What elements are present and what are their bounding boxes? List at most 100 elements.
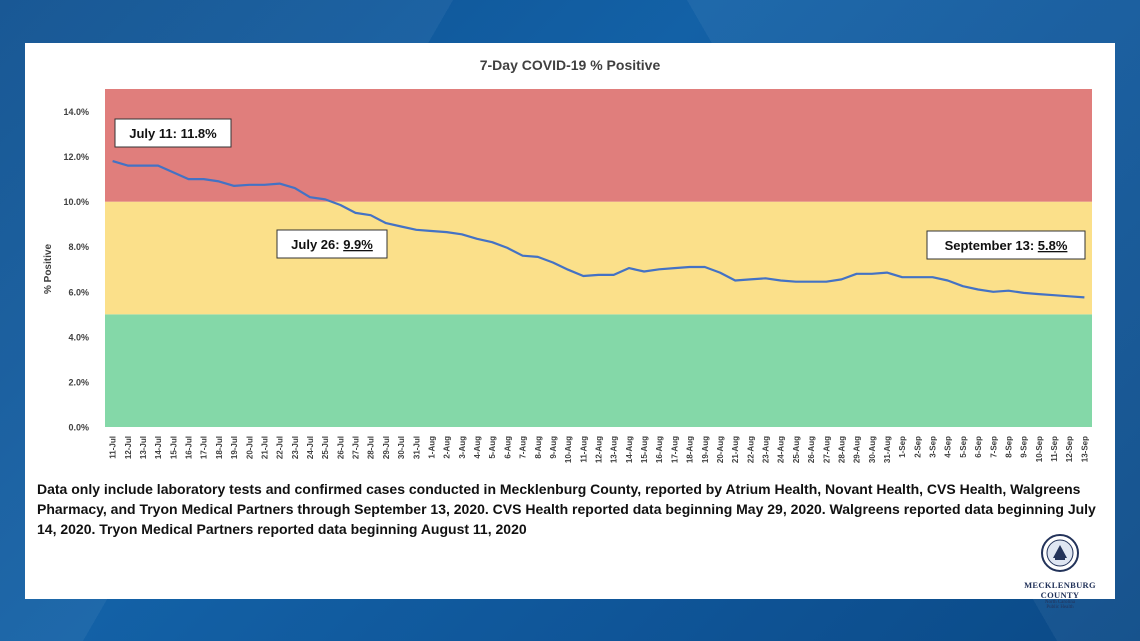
x-tick-label: 7-Sep xyxy=(989,436,998,458)
x-tick-label: 8-Aug xyxy=(534,436,543,459)
x-tick-label: 23-Jul xyxy=(291,436,300,459)
annotation-value: 5.8% xyxy=(1038,238,1068,253)
y-tick-label: 14.0% xyxy=(63,107,89,117)
x-tick-label: 11-Aug xyxy=(579,436,588,463)
annotation-frame xyxy=(114,118,232,148)
x-tick-label: 20-Aug xyxy=(716,436,725,463)
x-tick-label: 17-Jul xyxy=(200,436,209,459)
x-tick-label: 12-Jul xyxy=(124,436,133,459)
x-tick-label: 21-Aug xyxy=(731,436,740,463)
x-tick-label: 3-Aug xyxy=(458,436,467,459)
annotation-box: September 13: 5.8% xyxy=(926,230,1086,260)
y-tick-label: 6.0% xyxy=(68,287,89,297)
x-tick-label: 13-Sep xyxy=(1080,436,1089,462)
chart-title: 7-Day COVID-19 % Positive xyxy=(480,57,661,73)
annotation-date: July 26: xyxy=(291,237,343,252)
logo-name: MECKLENBURG COUNTY xyxy=(1024,580,1096,600)
x-tick-label: 31-Aug xyxy=(883,436,892,463)
y-tick-label: 10.0% xyxy=(63,197,89,207)
x-tick-label: 3-Sep xyxy=(929,436,938,458)
annotation-label: July 26: 9.9% xyxy=(291,237,373,252)
x-tick-label: 18-Jul xyxy=(215,436,224,459)
x-tick-label: 16-Jul xyxy=(185,436,194,459)
x-tick-label: 5-Aug xyxy=(488,436,497,459)
x-tick-label: 22-Jul xyxy=(276,436,285,459)
x-tick-label: 11-Jul xyxy=(109,436,118,459)
band-0 xyxy=(105,314,1092,427)
x-tick-label: 26-Aug xyxy=(807,436,816,463)
x-tick-label: 9-Aug xyxy=(549,436,558,459)
x-tick-label: 8-Sep xyxy=(1004,436,1013,458)
y-tick-label: 12.0% xyxy=(63,152,89,162)
x-tick-label: 13-Aug xyxy=(610,436,619,463)
x-tick-label: 6-Aug xyxy=(503,436,512,459)
x-tick-label: 21-Jul xyxy=(260,436,269,459)
y-axis-label: % Positive xyxy=(43,244,54,294)
x-tick-label: 12-Aug xyxy=(595,436,604,463)
x-tick-label: 15-Aug xyxy=(640,436,649,463)
x-tick-label: 10-Aug xyxy=(564,436,573,463)
x-tick-label: 26-Jul xyxy=(336,436,345,459)
annotation-label: September 13: 5.8% xyxy=(945,238,1068,253)
annotation-frame xyxy=(276,229,388,259)
x-tick-label: 23-Aug xyxy=(762,436,771,463)
x-tick-label: 1-Aug xyxy=(427,436,436,459)
y-tick-label: 8.0% xyxy=(68,242,89,252)
footnote: Data only include laboratory tests and c… xyxy=(37,481,1096,537)
annotation-frame xyxy=(926,230,1086,260)
line-chart: 7-Day COVID-19 % Positive % Positive 0.0… xyxy=(43,57,1092,463)
x-tick-label: 14-Jul xyxy=(154,436,163,459)
annotation-box: July 26: 9.9% xyxy=(276,229,388,259)
x-tick-label: 6-Sep xyxy=(974,436,983,458)
x-tick-label: 7-Aug xyxy=(519,436,528,459)
x-tick-label: 14-Aug xyxy=(625,436,634,463)
x-tick-label: 16-Aug xyxy=(655,436,664,463)
annotation-value: 11.8% xyxy=(181,126,218,141)
x-tick-label: 29-Jul xyxy=(382,436,391,459)
series-line xyxy=(112,160,1085,299)
x-tick-label: 13-Jul xyxy=(139,436,148,459)
x-tick-label: 11-Sep xyxy=(1050,436,1059,462)
county-logo: MECKLENBURG COUNTY North Carolina Public… xyxy=(1015,533,1105,610)
annotation-date: September 13: xyxy=(945,238,1038,253)
x-tick-label: 30-Jul xyxy=(397,436,406,459)
x-tick-label: 18-Aug xyxy=(686,436,695,463)
x-tick-label: 20-Jul xyxy=(245,436,254,459)
band-2 xyxy=(105,89,1092,202)
y-tick-label: 2.0% xyxy=(68,377,89,387)
x-tick-label: 4-Sep xyxy=(944,436,953,458)
x-tick-label: 24-Jul xyxy=(306,436,315,459)
x-tick-label: 4-Aug xyxy=(473,436,482,459)
x-tick-label: 9-Sep xyxy=(1020,436,1029,458)
county-seal-icon xyxy=(1041,534,1079,572)
x-tick-label: 2-Sep xyxy=(913,436,922,458)
x-tick-label: 15-Jul xyxy=(169,436,178,459)
y-tick-label: 0.0% xyxy=(68,423,89,433)
annotation-date: July 11: xyxy=(129,126,180,141)
annotation-box: July 11: 11.8% xyxy=(114,118,232,148)
chart-panel: 7-Day COVID-19 % Positive % Positive 0.0… xyxy=(25,43,1115,610)
annotation-label: July 11: 11.8% xyxy=(129,126,217,141)
x-tick-label: 28-Aug xyxy=(837,436,846,463)
x-tick-label: 12-Sep xyxy=(1065,436,1074,462)
x-tick-label: 17-Aug xyxy=(670,436,679,463)
x-tick-label: 27-Jul xyxy=(352,436,361,459)
x-tick-label: 31-Jul xyxy=(412,436,421,459)
x-tick-label: 10-Sep xyxy=(1035,436,1044,462)
x-tick-label: 28-Jul xyxy=(367,436,376,459)
x-tick-label: 24-Aug xyxy=(777,436,786,463)
x-tick-label: 25-Jul xyxy=(321,436,330,459)
x-tick-label: 27-Aug xyxy=(822,436,831,463)
x-tick-label: 19-Aug xyxy=(701,436,710,463)
annotation-value: 9.9% xyxy=(343,237,373,252)
x-tick-label: 30-Aug xyxy=(868,436,877,463)
y-tick-label: 4.0% xyxy=(68,332,89,342)
x-tick-label: 1-Sep xyxy=(898,436,907,458)
x-tick-label: 5-Sep xyxy=(959,436,968,458)
x-tick-label: 19-Jul xyxy=(230,436,239,459)
logo-subtitle: North Carolina xyxy=(1044,600,1076,605)
x-tick-label: 29-Aug xyxy=(853,436,862,463)
logo-department: Public Health xyxy=(1046,605,1074,610)
x-tick-label: 22-Aug xyxy=(746,436,755,463)
x-tick-label: 25-Aug xyxy=(792,436,801,463)
